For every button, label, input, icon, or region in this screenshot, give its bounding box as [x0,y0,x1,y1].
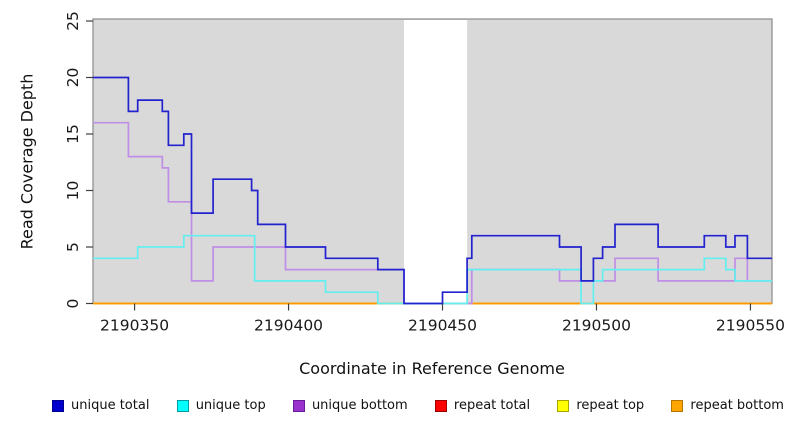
legend-item-repeat-top: repeat top [557,398,644,413]
y-tick-label: 10 [64,181,82,201]
legend-swatch-repeat-bottom [671,399,684,412]
y-axis-title: Read Coverage Depth [17,73,37,250]
legend-item-repeat-bottom: repeat bottom [671,398,784,413]
y-tick-label: 5 [64,242,82,252]
legend-item-unique-total: unique total [52,398,149,413]
legend-label: repeat bottom [690,398,784,413]
y-tick-label: 15 [64,124,82,144]
series-line-unique-total [93,76,772,305]
legend-item-unique-bottom: unique bottom [292,398,408,413]
y-tick-label: 20 [64,68,82,88]
y-tick-label: 0 [64,299,82,309]
y-tick-label: 25 [64,11,82,31]
x-tick-label: 2190400 [254,317,323,335]
legend-label: unique total [71,398,150,413]
zero-coverage-gap [404,20,468,304]
x-tick-label: 2190500 [562,317,631,335]
x-tick-label: 2190450 [408,317,477,335]
legend-label: repeat top [576,398,645,413]
legend-label: unique top [195,398,266,413]
legend-swatch-repeat-total [434,399,447,412]
x-tick-label: 2190550 [716,317,785,335]
legend-item-unique-top: unique top [176,398,266,413]
legend: unique total unique top unique bottom repea… [52,398,784,413]
series-line-unique-top [93,234,772,305]
legend-swatch-unique-total [52,399,64,412]
legend-label: repeat total [453,398,531,413]
legend-swatch-unique-top [176,399,189,412]
legend-swatch-repeat-top [557,399,570,412]
legend-swatch-unique-bottom [292,399,305,412]
legend-label: unique bottom [311,398,408,413]
coverage-plot: 2190350 2190400 2190450 2190500 2190550 0 5 10 1… [64,11,785,335]
legend-item-repeat-total: repeat total [434,398,531,413]
x-tick-label: 2190350 [100,317,169,335]
x-axis-title: Coordinate in Reference Genome [299,359,565,378]
